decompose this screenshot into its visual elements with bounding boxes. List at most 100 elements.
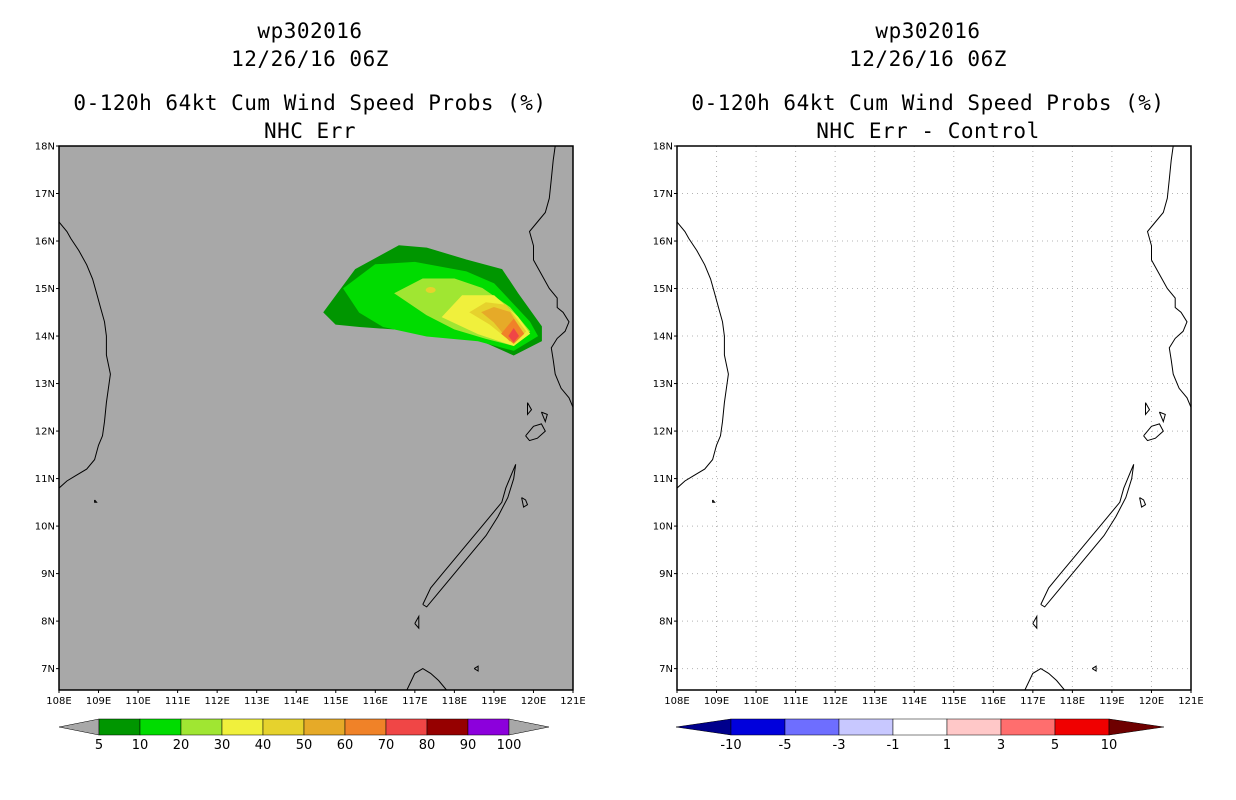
- lon-tick-label: 116E: [363, 696, 388, 707]
- colorbar-low-extend: [675, 718, 732, 736]
- colorbar-swatch: [344, 718, 387, 736]
- lat-tick-label: 14N: [35, 332, 55, 343]
- colorbar-swatch: [262, 718, 305, 736]
- lon-tick-label: 118E: [1060, 696, 1085, 707]
- lat-tick-label: 11N: [653, 474, 673, 485]
- colorbar-label: 20: [173, 738, 190, 753]
- colorbar-label: 90: [460, 738, 477, 753]
- colorbar-swatch: [784, 718, 840, 736]
- lon-tick-label: 115E: [323, 696, 348, 707]
- colorbar-label: 30: [214, 738, 231, 753]
- lon-tick-label: 108E: [46, 696, 71, 707]
- colorbar-label: -5: [779, 738, 792, 753]
- lat-tick-label: 7N: [659, 664, 673, 675]
- coastline: [422, 464, 517, 608]
- right-map-frame: [676, 145, 1192, 691]
- coastline: [94, 499, 98, 503]
- lon-tick-label: 110E: [743, 696, 768, 707]
- lon-tick-label: 108E: [664, 696, 689, 707]
- lon-tick-label: 118E: [442, 696, 467, 707]
- colorbar-label: 60: [337, 738, 354, 753]
- colorbar-label: 1: [943, 738, 951, 753]
- colorbar-swatch: [139, 718, 182, 736]
- lat-tick-label: 9N: [41, 569, 55, 580]
- colorbar-swatch: [98, 718, 141, 736]
- coastline: [677, 221, 729, 489]
- coastline: [1032, 614, 1038, 630]
- right-map-content: [677, 146, 1191, 690]
- lat-tick-label: 7N: [41, 664, 55, 675]
- lon-tick-label: 112E: [822, 696, 847, 707]
- right-storm-id: wp302016: [875, 19, 981, 43]
- lon-tick-label: 113E: [244, 696, 269, 707]
- coastline: [1158, 411, 1166, 424]
- coastline: [1145, 402, 1151, 416]
- colorbar-swatch: [467, 718, 510, 736]
- lat-tick-label: 17N: [35, 189, 55, 200]
- colorbar-low-extend: [58, 718, 100, 736]
- left-map-background: [59, 146, 573, 690]
- lon-tick-label: 109E: [704, 696, 729, 707]
- lon-tick-label: 113E: [862, 696, 887, 707]
- right-map-background: [677, 146, 1191, 690]
- lon-tick-label: 114E: [284, 696, 309, 707]
- lat-tick-label: 10N: [35, 522, 55, 533]
- lat-tick-label: 16N: [35, 237, 55, 248]
- colorbar-swatch: [426, 718, 469, 736]
- coastline: [1139, 497, 1147, 508]
- lat-tick-label: 10N: [653, 522, 673, 533]
- lat-tick-label: 13N: [653, 379, 673, 390]
- lon-tick-label: 119E: [1099, 696, 1124, 707]
- colorbar-label: 10: [132, 738, 149, 753]
- coastline: [1091, 665, 1097, 672]
- coastline: [1024, 668, 1065, 690]
- prob-contour-70: [508, 328, 520, 343]
- colorbar-label: 50: [296, 738, 313, 753]
- colorbar-label: 70: [378, 738, 395, 753]
- coastline: [525, 423, 546, 442]
- coastline: [406, 668, 447, 690]
- lat-tick-label: 17N: [653, 189, 673, 200]
- lat-tick-label: 16N: [653, 237, 673, 248]
- lat-tick-label: 13N: [35, 379, 55, 390]
- lat-tick-label: 9N: [659, 569, 673, 580]
- left-subtitle: NHC Err: [263, 119, 356, 143]
- left-storm-id: wp302016: [257, 19, 363, 43]
- coastline: [527, 402, 533, 416]
- lat-tick-label: 12N: [35, 427, 55, 438]
- lon-tick-label: 110E: [125, 696, 150, 707]
- coastline: [1143, 423, 1164, 442]
- colorbar-label: 10: [1101, 738, 1118, 753]
- left-datetime: 12/26/16 06Z: [231, 47, 389, 71]
- lon-tick-label: 120E: [521, 696, 546, 707]
- coastline: [1040, 464, 1135, 608]
- coastline: [414, 614, 420, 630]
- lon-tick-label: 115E: [941, 696, 966, 707]
- left-product-title: 0-120h 64kt Cum Wind Speed Probs (%): [73, 91, 547, 115]
- colorbar-swatch: [303, 718, 346, 736]
- colorbar-swatch: [1054, 718, 1110, 736]
- lon-tick-label: 121E: [560, 696, 585, 707]
- coastline: [521, 497, 529, 508]
- right-datetime: 12/26/16 06Z: [849, 47, 1007, 71]
- lon-tick-label: 121E: [1178, 696, 1203, 707]
- left-map-panel: 108E 109E 110E 111E 112E 113E 114E 115E 116E 117E…: [35, 142, 586, 708]
- coastline: [59, 221, 111, 489]
- colorbar-swatch: [1000, 718, 1056, 736]
- lon-tick-label: 117E: [1020, 696, 1045, 707]
- lon-tick-label: 111E: [783, 696, 808, 707]
- lat-tick-label: 15N: [653, 284, 673, 295]
- lat-tick-label: 12N: [653, 427, 673, 438]
- colorbar-high-extend: [508, 718, 550, 736]
- lon-tick-label: 111E: [165, 696, 190, 707]
- right-subtitle: NHC Err - Control: [816, 119, 1040, 143]
- lon-tick-label: 112E: [204, 696, 229, 707]
- lat-tick-label: 14N: [653, 332, 673, 343]
- lat-tick-label: 15N: [35, 284, 55, 295]
- left-colorbar: 5 10 20 30 40 50 60 70 80 90 100: [58, 718, 550, 753]
- lat-tick-label: 18N: [653, 142, 673, 153]
- colorbar-swatch: [892, 718, 948, 736]
- colorbar-label: -3: [833, 738, 846, 753]
- lon-tick-label: 116E: [981, 696, 1006, 707]
- colorbar-swatch: [946, 718, 1002, 736]
